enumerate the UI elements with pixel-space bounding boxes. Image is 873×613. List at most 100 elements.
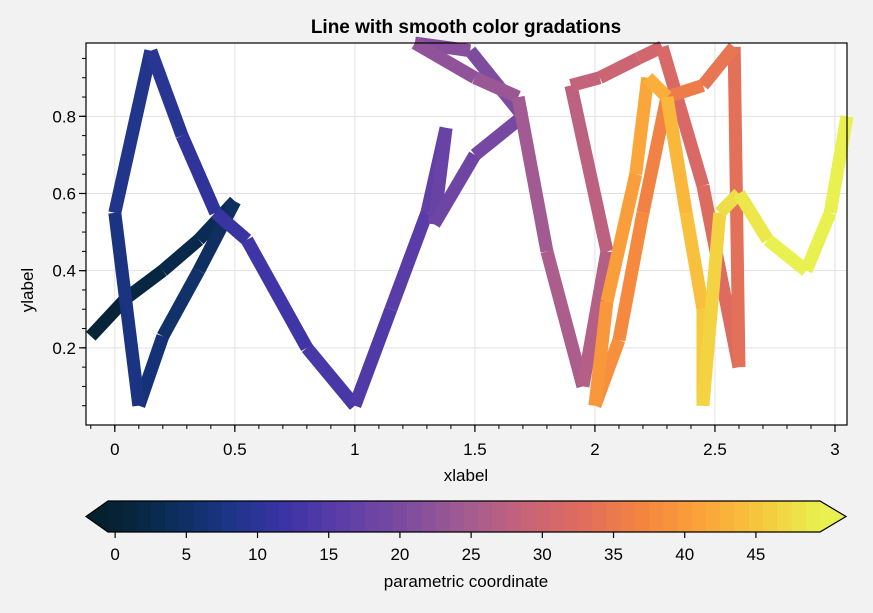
y-tick-label: 0.2 (52, 339, 76, 358)
line-segment (696, 212, 727, 407)
line-segment (823, 115, 854, 214)
line-segment (470, 111, 527, 160)
line-segment (193, 198, 241, 274)
line-segment (643, 73, 672, 102)
line-segment (569, 71, 602, 92)
colorbar-swatch (236, 501, 251, 532)
colorbar-swatch (706, 501, 721, 532)
colorbar-swatch (378, 501, 394, 532)
colorbar-tick-label: 35 (604, 545, 623, 564)
colorbar-swatch (464, 501, 479, 532)
line-segment (596, 52, 642, 84)
colorbar-swatch (805, 501, 821, 532)
x-axis: 0 0.5 1 1.5 2 2.5 3 (90, 425, 840, 459)
colorbar-swatch (108, 501, 123, 532)
plot-frame (85, 42, 848, 426)
colorbar-swatch (193, 501, 209, 532)
colorbar-swatch (278, 501, 294, 532)
y-tick-label: 0.6 (52, 184, 76, 203)
line-segment (733, 190, 774, 244)
y-tick-label: 0.4 (52, 262, 76, 281)
colorbar-swatch (449, 501, 465, 532)
x-tick-label: 1.5 (463, 440, 487, 459)
colorbar-tick-label: 20 (390, 545, 409, 564)
colorbar-swatch (136, 501, 152, 532)
line-segment (511, 95, 554, 253)
x-tick-label: 2 (590, 440, 599, 459)
line-segment (428, 151, 481, 228)
line-segment (108, 49, 158, 215)
line-segment (144, 48, 189, 138)
chart-title: Line with smooth color gradations (311, 17, 621, 38)
line-segment (348, 306, 397, 408)
line-segment (655, 45, 710, 188)
colorbar-swatch (592, 501, 607, 532)
colorbar-swatch (791, 501, 807, 532)
line-segment (679, 211, 710, 311)
line-segment (122, 265, 167, 303)
colorbar-swatch (634, 501, 650, 532)
colorbar-swatch (207, 501, 223, 532)
line-segment (697, 42, 740, 90)
colorbar-swatch (506, 501, 522, 532)
x-tick-label: 0 (110, 440, 119, 459)
line-segment (576, 250, 614, 388)
colorbar-swatch (164, 501, 180, 532)
y-tick-label: 0.8 (52, 107, 76, 126)
colorbar-extend-max (820, 501, 846, 532)
x-tick-label: 1 (350, 440, 359, 459)
colorbar-tick-label: 30 (533, 545, 552, 564)
x-tick-label: 2.5 (703, 440, 727, 459)
line-segment (629, 76, 655, 175)
y-axis-label: ylabel (18, 268, 37, 312)
colorbar-swatch (535, 501, 551, 532)
line-segment (800, 210, 837, 274)
colorbar-swatch (577, 501, 593, 532)
colorbar-swatch (748, 501, 764, 532)
colorbar-swatch (606, 501, 622, 532)
line-segment (600, 172, 643, 303)
line-segment (108, 211, 146, 407)
colorbar-swatch (720, 501, 736, 532)
colorbar-swatch (122, 501, 138, 532)
colorbar-swatch (691, 501, 707, 532)
line-segment (211, 207, 252, 245)
colorbar-swatch (563, 501, 579, 532)
colorbar-swatch (293, 501, 308, 532)
line-segment (564, 84, 614, 253)
x-tick-label: 3 (830, 440, 839, 459)
x-tick-label: 0.5 (223, 440, 247, 459)
colorbar-tick-label: 45 (746, 545, 765, 564)
colorbar-swatch (407, 501, 422, 532)
line-segment (472, 71, 521, 103)
colorbar-swatch (677, 501, 693, 532)
colorbar-swatch (179, 501, 195, 532)
colorbar-swatch (335, 501, 351, 532)
colorbar-extend-min (86, 501, 108, 532)
y-axis: 0.2 0.4 0.6 0.8 (52, 57, 86, 407)
colorbar-tick-label: 15 (319, 545, 338, 564)
colorbar-swatch (520, 501, 536, 532)
colorbar-swatch (421, 501, 437, 532)
colorbar-swatch (763, 501, 778, 532)
colorbar-swatch (777, 501, 793, 532)
line-segment (384, 210, 433, 312)
colorbar-swatch (150, 501, 166, 532)
colorbar-outline (84, 500, 848, 533)
line-segment (411, 37, 479, 84)
colorbar-tick-label: 25 (462, 545, 481, 564)
line-segment (612, 211, 650, 342)
line-segment (301, 343, 360, 410)
line-segment (540, 249, 590, 389)
colorbar-swatch (307, 501, 323, 532)
colorbar-swatch (392, 501, 408, 532)
colorbar-swatch (492, 501, 508, 532)
colorbar-swatch (250, 501, 266, 532)
colorbar-swatch (620, 501, 636, 532)
colorbar: 0 5 10 15 20 25 30 35 40 45 (84, 500, 848, 564)
colorbar-swatch (321, 501, 337, 532)
line-segment (176, 133, 222, 216)
line-segment (157, 267, 205, 340)
